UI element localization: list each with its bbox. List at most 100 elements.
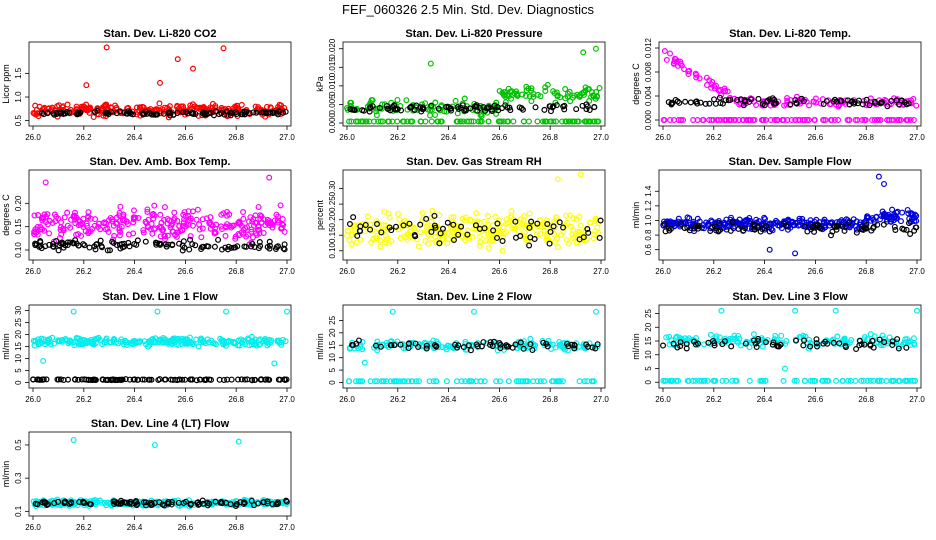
data-point (696, 377, 703, 384)
data-point (532, 104, 539, 111)
y-tick-label: 20 (644, 322, 653, 331)
data-point (844, 116, 851, 123)
data-point (249, 338, 256, 345)
data-point (130, 338, 137, 345)
data-point (130, 216, 137, 223)
data-point (194, 499, 201, 506)
data-point (780, 220, 787, 227)
data-point (884, 116, 891, 123)
data-point (562, 86, 569, 93)
data-points (345, 308, 601, 385)
data-point (344, 228, 351, 235)
data-point (807, 343, 814, 350)
data-point (264, 216, 271, 223)
data-point (102, 226, 109, 233)
data-point (246, 110, 253, 117)
data-point (258, 109, 265, 116)
data-point (51, 340, 58, 347)
data-point (911, 211, 918, 218)
data-point (597, 217, 604, 224)
data-point (506, 104, 513, 111)
data-point (145, 376, 152, 383)
data-point (153, 241, 160, 248)
data-point (746, 377, 753, 384)
data-point (180, 238, 187, 245)
data-point (584, 103, 591, 110)
data-point (211, 230, 218, 237)
data-point (450, 221, 457, 228)
data-point (403, 97, 410, 104)
data-point (766, 228, 773, 235)
data-point (876, 336, 883, 343)
data-point (357, 236, 364, 243)
data-point (870, 223, 877, 230)
data-point (41, 227, 48, 234)
data-point (903, 101, 910, 108)
data-point (201, 109, 208, 116)
data-point (152, 111, 159, 118)
data-point (455, 342, 462, 349)
data-point (706, 116, 713, 123)
data-point (85, 376, 92, 383)
data-point (166, 103, 173, 110)
data-point (35, 113, 42, 120)
data-point (439, 235, 446, 242)
data-point-outlier (190, 65, 197, 72)
data-point (820, 116, 827, 123)
data-point (867, 331, 874, 338)
data-point (796, 217, 803, 224)
data-point (903, 344, 910, 351)
data-point (760, 377, 767, 384)
data-point (42, 341, 49, 348)
data-point (224, 221, 231, 228)
data-point (140, 498, 147, 505)
data-point (589, 378, 596, 385)
data-point (282, 108, 289, 115)
data-point (543, 217, 550, 224)
data-point (690, 116, 697, 123)
x-tick-label: 26.2 (76, 267, 92, 276)
data-point (582, 344, 589, 351)
data-point (63, 108, 70, 115)
data-point (473, 378, 480, 385)
data-point (822, 377, 829, 384)
chart-panel-2: Stan. Dev. Li-820 Pressure kPa 26.0 26.2 26.… (315, 28, 609, 142)
y-tick-label: 0.10 (14, 242, 23, 258)
data-point (70, 240, 77, 247)
data-point (35, 211, 42, 218)
data-point (118, 497, 125, 504)
data-point (593, 118, 600, 125)
data-point (675, 116, 682, 123)
data-point (381, 208, 388, 215)
data-point (462, 341, 469, 348)
data-point (876, 377, 883, 384)
data-point (851, 100, 858, 107)
x-tick-label: 26.0 (339, 267, 355, 276)
data-point (147, 500, 154, 507)
data-point (356, 222, 363, 229)
data-point (529, 347, 536, 354)
data-point (872, 100, 879, 107)
data-point (553, 102, 560, 109)
data-point (577, 92, 584, 99)
data-point (913, 102, 920, 109)
data-point (134, 376, 141, 383)
data-point (105, 217, 112, 224)
data-point (366, 108, 373, 115)
data-point (202, 376, 209, 383)
data-points (344, 45, 603, 125)
data-point (393, 378, 400, 385)
data-point (666, 227, 673, 234)
data-point (133, 241, 140, 248)
data-point (878, 377, 885, 384)
data-point (431, 212, 438, 219)
data-point (148, 376, 155, 383)
data-point (530, 378, 537, 385)
data-point (543, 118, 550, 125)
data-point (275, 376, 282, 383)
data-point (881, 339, 888, 346)
data-point (57, 226, 64, 233)
data-points (660, 307, 920, 384)
data-point (676, 99, 683, 106)
data-point (431, 222, 438, 229)
